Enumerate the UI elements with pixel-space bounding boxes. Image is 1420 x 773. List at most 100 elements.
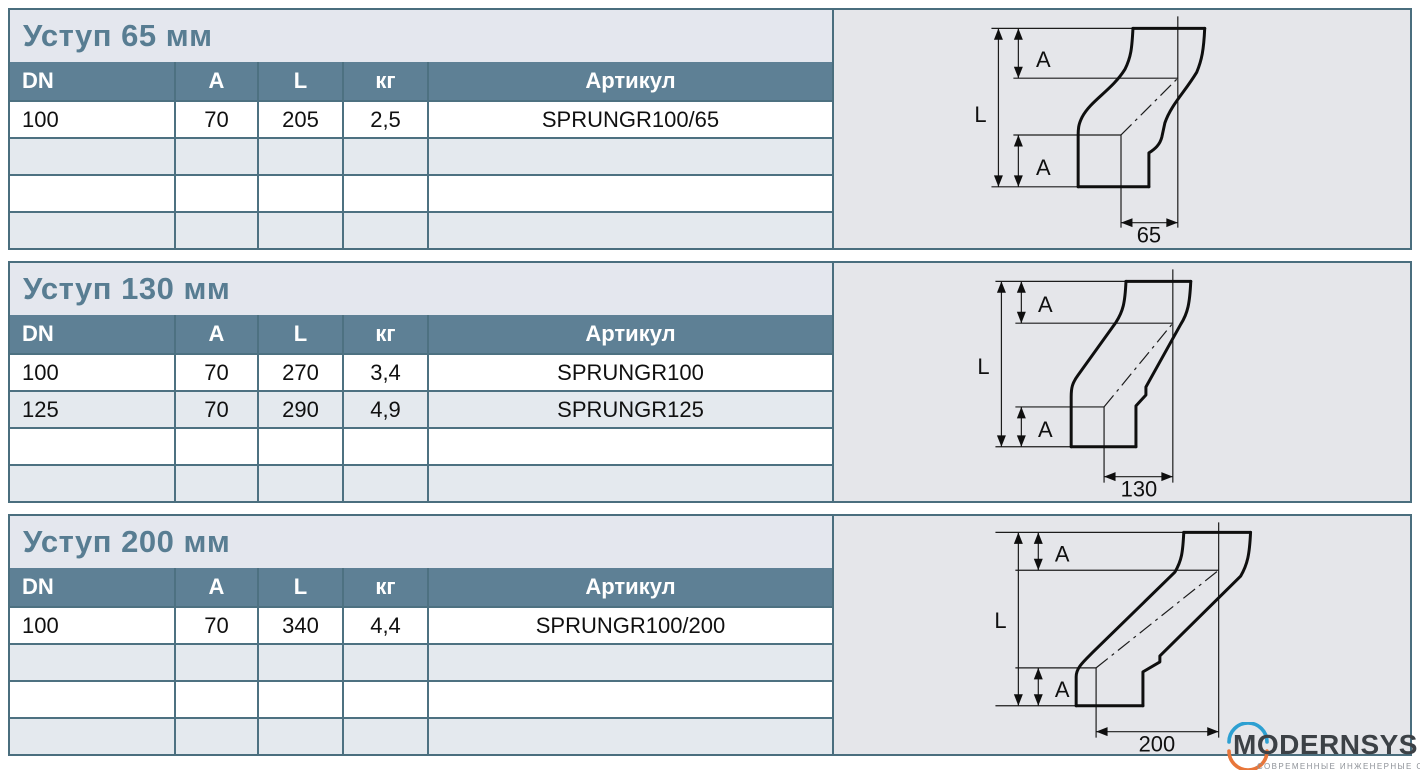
section-65-table-block: Уступ 65 мм DN A L кг Артикул 100: [10, 10, 832, 248]
offset-fitting-drawing-200: L A A 200: [994, 522, 1253, 754]
cell-a: 70: [174, 353, 259, 392]
col-header-kg: кг: [342, 315, 429, 355]
cell-kg: [342, 211, 429, 248]
cell-l: [257, 427, 344, 466]
section-title: Уступ 130 мм: [23, 271, 231, 306]
dim-label-a-top: A: [1038, 292, 1053, 317]
cell-l: [257, 174, 344, 213]
cell-dn: 100: [10, 353, 176, 392]
cell-article: SPRUNGR100/65: [427, 100, 832, 139]
cell-kg: [342, 717, 429, 754]
cell-kg: [342, 464, 429, 501]
col-header-dn: DN: [10, 315, 176, 355]
table-row: 100 70 205 2,5 SPRUNGR100/65: [10, 100, 832, 139]
offset-fitting-drawing-130: L A A 130: [977, 269, 1193, 501]
cell-l: [257, 211, 344, 248]
cell-article: [427, 137, 832, 176]
cell-l: 340: [257, 606, 344, 645]
dim-label-offset: 65: [1137, 223, 1161, 248]
cell-dn: [10, 464, 176, 501]
products-table-130: DN A L кг Артикул 100 70 270 3,4 SPRUNGR…: [10, 315, 832, 501]
cell-l: 290: [257, 390, 344, 429]
drawing-panel-200: L A A 200: [832, 516, 1410, 754]
cell-kg: [342, 174, 429, 213]
cell-l: [257, 680, 344, 719]
cell-a: [174, 137, 259, 176]
cell-article: [427, 427, 832, 466]
cell-dn: 100: [10, 100, 176, 139]
cell-dn: [10, 174, 176, 213]
col-header-l: L: [257, 62, 344, 102]
col-header-a: A: [174, 315, 259, 355]
table-header-row: DN A L кг Артикул: [10, 62, 832, 102]
cell-kg: [342, 427, 429, 466]
section-200-table-block: Уступ 200 мм DN A L кг Артикул 100: [10, 516, 832, 754]
cell-a: 70: [174, 606, 259, 645]
dim-label-offset: 200: [1139, 732, 1176, 754]
cell-article: [427, 211, 832, 248]
cell-article: [427, 717, 832, 754]
cell-article: [427, 643, 832, 682]
col-header-dn: DN: [10, 568, 176, 608]
dim-label-a-bottom: A: [1055, 677, 1070, 702]
col-header-kg: кг: [342, 62, 429, 102]
cell-a: [174, 464, 259, 501]
table-header-row: DN A L кг Артикул: [10, 568, 832, 608]
col-header-l: L: [257, 315, 344, 355]
dim-label-l: L: [994, 608, 1006, 633]
section-200-title-band: Уступ 200 мм: [10, 516, 832, 568]
col-header-article: Артикул: [427, 568, 832, 608]
cell-article: SPRUNGR125: [427, 390, 832, 429]
col-header-article: Артикул: [427, 315, 832, 355]
cell-a: 70: [174, 100, 259, 139]
cell-dn: 100: [10, 606, 176, 645]
table-row: [10, 643, 832, 682]
cell-a: [174, 211, 259, 248]
cell-l: 270: [257, 353, 344, 392]
cell-dn: [10, 137, 176, 176]
cell-kg: [342, 680, 429, 719]
section-130-title-band: Уступ 130 мм: [10, 263, 832, 315]
col-header-dn: DN: [10, 62, 176, 102]
table-row: [10, 680, 832, 719]
logo-circle-icon: [1227, 722, 1269, 770]
cell-a: [174, 174, 259, 213]
section-ustup-200: Уступ 200 мм DN A L кг Артикул 100: [8, 514, 1412, 756]
section-title: Уступ 200 мм: [23, 524, 231, 559]
section-ustup-65: Уступ 65 мм DN A L кг Артикул 100: [8, 8, 1412, 250]
cell-kg: 2,5: [342, 100, 429, 139]
cell-kg: 4,9: [342, 390, 429, 429]
col-header-l: L: [257, 568, 344, 608]
logo-wordmark: MODERNSYS: [1233, 729, 1418, 760]
cell-article: SPRUNGR100: [427, 353, 832, 392]
col-header-article: Артикул: [427, 62, 832, 102]
cell-article: [427, 680, 832, 719]
col-header-a: A: [174, 62, 259, 102]
table-row: 100 70 270 3,4 SPRUNGR100: [10, 353, 832, 392]
cell-dn: [10, 211, 176, 248]
cell-dn: [10, 427, 176, 466]
cell-kg: 4,4: [342, 606, 429, 645]
table-row: [10, 427, 832, 466]
cell-article: [427, 464, 832, 501]
dim-label-offset: 130: [1121, 477, 1158, 501]
cell-a: [174, 427, 259, 466]
cell-l: [257, 717, 344, 754]
cell-kg: 3,4: [342, 353, 429, 392]
dim-label-l: L: [977, 354, 989, 379]
table-row: [10, 211, 832, 248]
table-row: [10, 717, 832, 754]
section-title: Уступ 65 мм: [23, 18, 213, 53]
cell-kg: [342, 137, 429, 176]
cell-l: [257, 464, 344, 501]
drawing-panel-130: L A A 130: [832, 263, 1410, 501]
modernsys-logo: MODERNSYS СОВРЕМЕННЫЕ ИНЖЕНЕРНЫЕ СИСТЕМЫ: [1224, 720, 1420, 772]
logo-tagline: СОВРЕМЕННЫЕ ИНЖЕНЕРНЫЕ СИСТЕМЫ: [1257, 762, 1420, 771]
dim-label-a-bottom: A: [1038, 417, 1053, 442]
cell-dn: [10, 717, 176, 754]
cell-a: 70: [174, 390, 259, 429]
cell-a: [174, 643, 259, 682]
products-table-200: DN A L кг Артикул 100 70 340 4,4 SPRUNGR…: [10, 568, 832, 754]
products-table-65: DN A L кг Артикул 100 70 205 2,5 SPRUNGR…: [10, 62, 832, 248]
